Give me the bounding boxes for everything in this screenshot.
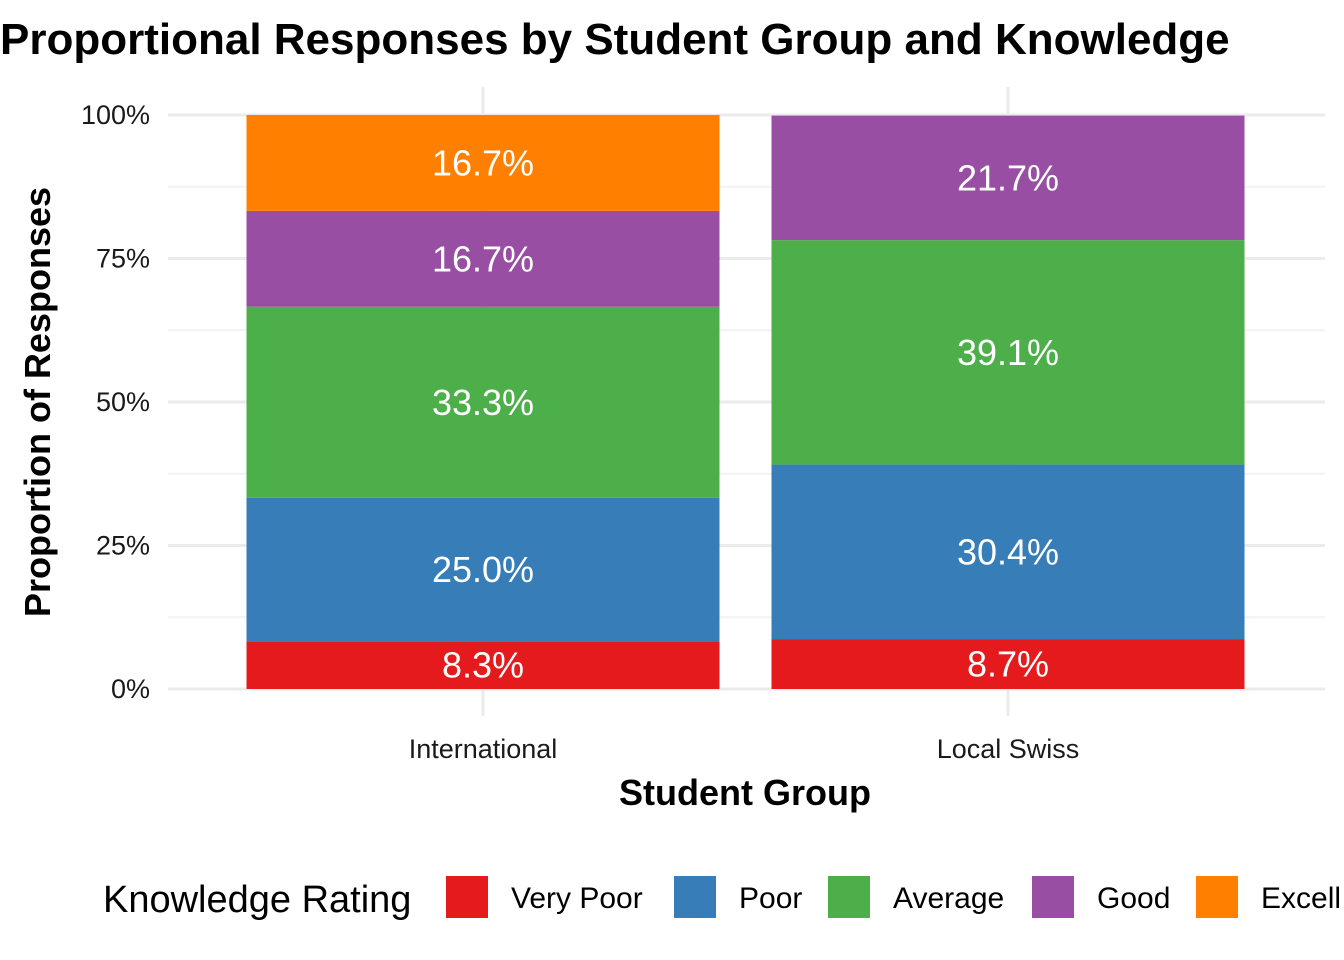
y-axis-ticks: 0% 25% 50% 75% 100% <box>81 100 150 704</box>
x-tick-label: Local Swiss <box>937 734 1080 764</box>
data-label-excell: 16.7% <box>432 142 534 183</box>
chart-title: Proportional Responses by Student Group … <box>0 15 1230 64</box>
data-label-very-poor: 8.3% <box>442 645 524 686</box>
x-axis-title: Student Group <box>619 772 871 813</box>
data-label-poor: 25.0% <box>432 549 534 590</box>
data-label-good: 16.7% <box>432 238 534 279</box>
y-tick-label: 25% <box>96 531 150 561</box>
bar-segment-poor <box>771 464 1245 640</box>
data-labels: 8.3% 25.0% 33.3% 16.7% 16.7% 8.7% 30.4% 39.1% 21… <box>432 142 1059 685</box>
legend-key-good <box>1032 876 1074 918</box>
legend-key-average <box>828 876 870 918</box>
y-tick-label: 50% <box>96 387 150 417</box>
bar-segment-good <box>771 115 1245 241</box>
legend-label-average: Average <box>893 882 1004 915</box>
bar-segment-good <box>246 210 720 307</box>
legend-label-good: Good <box>1097 882 1170 915</box>
x-axis-ticks: International Local Swiss <box>409 734 1080 764</box>
legend-label-very-poor: Very Poor <box>511 882 643 915</box>
bar-segment-average <box>771 240 1245 465</box>
data-label-poor: 30.4% <box>957 531 1059 572</box>
bar-segment-excell <box>246 115 720 211</box>
legend-title: Knowledge Rating <box>103 879 411 921</box>
bar-segment-poor <box>246 497 720 642</box>
data-label-average: 39.1% <box>957 332 1059 373</box>
legend-label-poor: Poor <box>739 882 802 915</box>
data-label-good: 21.7% <box>957 157 1059 198</box>
y-tick-label: 0% <box>111 674 150 704</box>
bars <box>246 115 1245 689</box>
x-tick-label: International <box>409 734 558 764</box>
legend-key-excell <box>1196 876 1238 918</box>
legend-label-excell: Excell <box>1261 882 1341 915</box>
y-axis-title: Proportion of Responses <box>17 187 58 617</box>
y-tick-label: 75% <box>96 244 150 274</box>
legend-key-poor <box>674 876 716 918</box>
bar-segment-very-poor <box>771 639 1245 689</box>
y-tick-label: 100% <box>81 100 150 130</box>
data-label-very-poor: 8.7% <box>967 644 1049 685</box>
bar-segment-average <box>246 306 720 498</box>
bar-segment-very-poor <box>246 641 720 689</box>
legend-key-very-poor <box>446 876 488 918</box>
legend: Knowledge Rating Very Poor Poor Average Goo… <box>103 876 1341 921</box>
data-label-average: 33.3% <box>432 382 534 423</box>
